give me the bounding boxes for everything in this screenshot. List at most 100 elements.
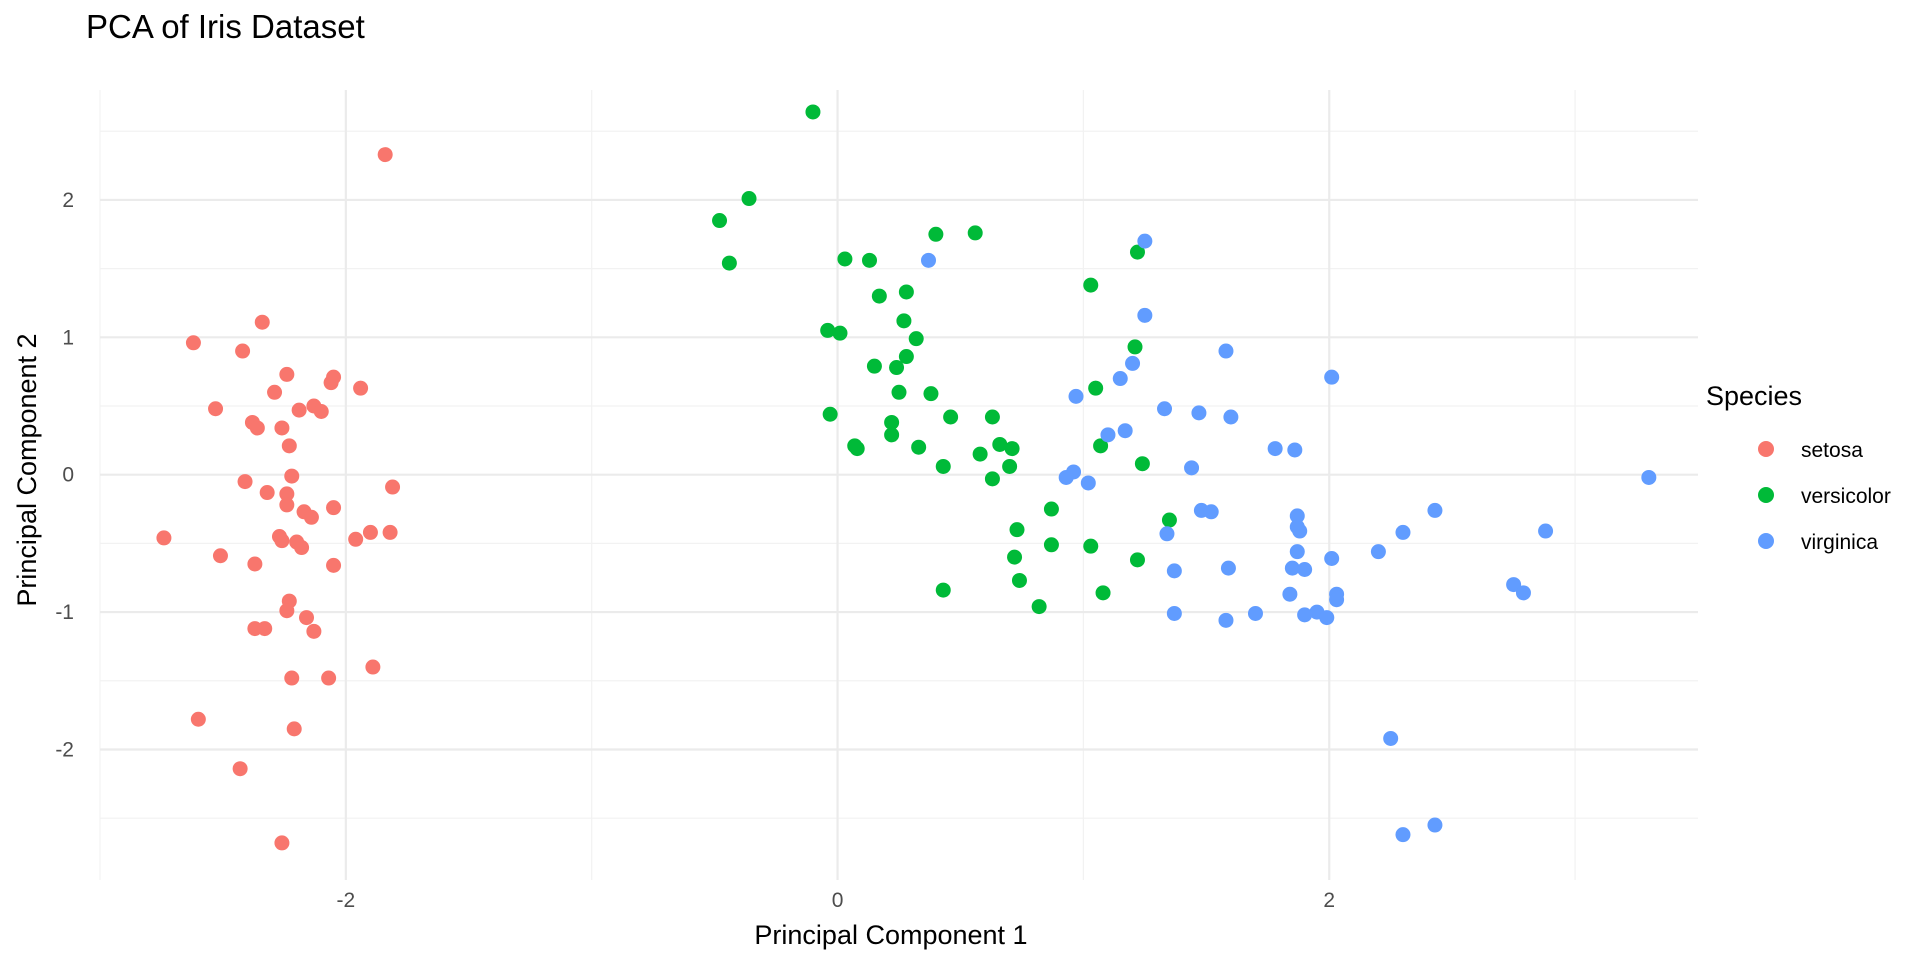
data-point-versicolor [1083,538,1099,554]
data-point-virginica [1166,605,1182,621]
data-point-virginica [1166,563,1182,579]
data-point-versicolor [1127,339,1143,355]
data-point-versicolor [1134,456,1150,472]
data-point-versicolor [866,358,882,374]
minor-gridlines [99,90,1698,880]
data-point-versicolor [1002,458,1018,474]
data-point-versicolor [861,252,877,268]
series-setosa [156,147,401,851]
legend-label-versicolor: versicolor [1801,485,1891,508]
data-point-versicolor [832,325,848,341]
data-point-versicolor [822,406,838,422]
data-point-versicolor [721,255,737,271]
data-point-virginica [1267,441,1283,457]
x-tick-label: 0 [832,889,844,912]
y-axis-label: Principal Component 2 [12,333,42,606]
data-point-versicolor [908,331,924,347]
data-point-versicolor [1083,277,1099,293]
data-point-versicolor [884,427,900,443]
data-point-versicolor [928,226,944,242]
data-point-versicolor [972,446,988,462]
data-point-setosa [326,557,342,573]
data-point-versicolor [1161,512,1177,528]
data-point-virginica [1370,544,1386,560]
data-point-versicolor [871,288,887,304]
data-point-virginica [1287,442,1303,458]
data-point-setosa [247,556,263,572]
data-point-virginica [1395,827,1411,843]
y-tick-label: 2 [62,189,74,212]
data-point-setosa [299,610,315,626]
legend-item-setosa: setosa [1758,439,1863,462]
data-point-virginica [1220,560,1236,576]
data-point-setosa [185,335,201,351]
data-points [156,104,1657,851]
data-point-setosa [254,314,270,330]
data-point-versicolor [1011,572,1027,588]
data-point-setosa [326,500,342,516]
data-point-setosa [281,438,297,454]
data-point-virginica [1282,586,1298,602]
legend-title: Species [1706,381,1802,411]
data-point-virginica [1137,233,1153,249]
x-tick-label: -2 [337,889,356,912]
data-point-versicolor [1093,438,1109,454]
data-point-virginica [1324,369,1340,385]
legend-key-setosa [1758,441,1774,457]
data-point-virginica [1080,475,1096,491]
data-point-versicolor [884,414,900,430]
data-point-setosa [267,384,283,400]
legend-label-setosa: setosa [1801,439,1863,462]
series-versicolor [712,104,1177,615]
series-virginica [921,233,1657,843]
data-point-setosa [208,401,224,417]
x-tick-label: 2 [1323,889,1335,912]
data-point-setosa [291,402,307,418]
data-point-setosa [212,548,228,564]
data-point-setosa [274,835,290,851]
data-point-versicolor [943,409,959,425]
data-point-versicolor [712,213,728,229]
data-point-setosa [353,380,369,396]
data-point-versicolor [805,104,821,120]
data-point-versicolor [820,322,836,338]
x-axis-tick-labels: -2 0 2 [337,889,1336,912]
data-point-setosa [362,524,378,540]
data-point-virginica [1157,401,1173,417]
data-point-versicolor [984,409,1000,425]
data-point-virginica [1184,460,1200,476]
data-point-setosa [323,375,339,391]
y-tick-label: -1 [55,601,74,624]
data-point-setosa [284,468,300,484]
legend-item-virginica: virginica [1758,531,1878,554]
data-point-virginica [921,252,937,268]
data-point-virginica [1223,409,1239,425]
data-point-virginica [1159,526,1175,542]
y-tick-label: 1 [62,326,74,349]
legend: Species setosa versicolor virginica [1706,381,1891,554]
data-point-virginica [1515,585,1531,601]
data-point-versicolor [967,225,983,241]
y-axis-tick-labels: -2 -1 0 1 2 [55,189,74,762]
data-point-versicolor [1129,244,1145,260]
data-point-versicolor [1095,585,1111,601]
data-point-setosa [365,659,381,675]
data-point-virginica [1297,607,1313,623]
data-point-versicolor [935,582,951,598]
data-point-virginica [1068,388,1084,404]
data-point-virginica [1218,343,1234,359]
data-point-versicolor [1129,552,1145,568]
data-point-virginica [1292,523,1308,539]
data-point-virginica [1203,504,1219,520]
data-point-virginica [1297,561,1313,577]
data-point-virginica [1289,544,1305,560]
data-point-setosa [279,497,295,513]
x-axis-label: Principal Component 1 [754,920,1027,950]
data-point-virginica [1100,427,1116,443]
data-point-versicolor [1004,441,1020,457]
legend-key-versicolor [1758,487,1774,503]
data-point-setosa [279,486,295,502]
data-point-versicolor [837,251,853,267]
data-point-virginica [1324,551,1340,567]
